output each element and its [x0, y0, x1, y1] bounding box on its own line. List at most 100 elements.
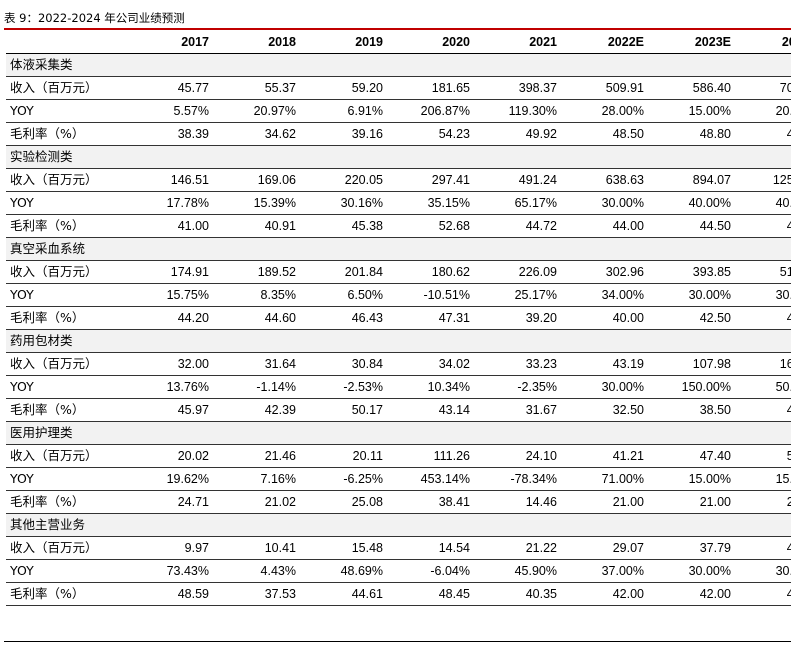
value-cell: 42.00 — [645, 582, 732, 606]
value-cell: 894.07 — [645, 168, 732, 192]
yoy-row: YOY 15.75% 8.35% 6.50% -10.51% 25.17% 34.00% 30… — [6, 283, 791, 307]
segment-header-row: 真空采血系统 — [6, 237, 791, 261]
gross-margin-row: 毛利率（%） 45.97 42.39 50.17 43.14 31.67 32.50 38.5… — [6, 398, 791, 422]
value-cell: 40.00% — [645, 191, 732, 215]
value-cell: 50.00% — [732, 375, 791, 399]
header-label-cell — [6, 31, 123, 54]
value-cell: 4.43% — [210, 559, 297, 583]
value-cell: 41.21 — [558, 444, 645, 468]
value-cell: 37.79 — [645, 536, 732, 560]
value-cell: 50.17 — [297, 398, 384, 422]
value-cell: 29.07 — [558, 536, 645, 560]
year-header: 2019 — [297, 31, 384, 54]
segment-header-row: 实验检测类 — [6, 145, 791, 169]
value-cell: 59.20 — [297, 76, 384, 100]
value-cell: 509.91 — [558, 76, 645, 100]
value-cell: 13.76% — [123, 375, 210, 399]
value-cell: 42.00 — [558, 582, 645, 606]
value-cell: 34.00% — [558, 283, 645, 307]
value-cell: 48.50 — [558, 122, 645, 146]
value-cell: 49.92 — [471, 122, 558, 146]
year-header: 2023E — [645, 31, 732, 54]
revenue-row: 收入（百万元） 174.91 189.52 201.84 180.62 226.09 302… — [6, 260, 791, 284]
value-cell: 40.00 — [732, 398, 791, 422]
value-cell: 201.84 — [297, 260, 384, 284]
value-cell: 48.80 — [645, 122, 732, 146]
revenue-row: 收入（百万元） 45.77 55.37 59.20 181.65 398.37 509.91… — [6, 76, 791, 100]
value-cell: 54.23 — [384, 122, 471, 146]
value-cell: -2.53% — [297, 375, 384, 399]
revenue-row: 收入（百万元） 146.51 169.06 220.05 297.41 491.24 638… — [6, 168, 791, 192]
value-cell: 52.68 — [384, 214, 471, 238]
row-label: 收入（百万元） — [6, 76, 123, 100]
value-cell: 297.41 — [384, 168, 471, 192]
value-cell: 44.60 — [210, 306, 297, 330]
table-body: 体液采集类 收入（百万元） 45.77 55.37 59.20 181.65 398.37 5… — [6, 53, 791, 606]
value-cell: 46.43 — [297, 306, 384, 330]
value-cell: 31.67 — [471, 398, 558, 422]
value-cell: 32.50 — [558, 398, 645, 422]
row-label: YOY — [6, 559, 123, 583]
value-cell: 45.97 — [123, 398, 210, 422]
yoy-row: YOY 13.76% -1.14% -2.53% 10.34% -2.35% 30.00% 1… — [6, 375, 791, 399]
value-cell: 150.00% — [645, 375, 732, 399]
value-cell: 30.16% — [297, 191, 384, 215]
gross-margin-row: 毛利率（%） 48.59 37.53 44.61 48.45 40.35 42.00 42.0… — [6, 582, 791, 606]
segment-name: 医用护理类 — [6, 421, 791, 445]
value-cell: 45.90% — [471, 559, 558, 583]
value-cell: 48.59 — [123, 582, 210, 606]
value-cell: 47.40 — [645, 444, 732, 468]
value-cell: 21.00 — [558, 490, 645, 514]
value-cell: 398.37 — [471, 76, 558, 100]
row-label: YOY — [6, 283, 123, 307]
value-cell: 1251.69 — [732, 168, 791, 192]
value-cell: 220.05 — [297, 168, 384, 192]
gross-margin-row: 毛利率（%） 41.00 40.91 45.38 52.68 44.72 44.00 44.5… — [6, 214, 791, 238]
value-cell: 20.97% — [210, 99, 297, 123]
row-label: 毛利率（%） — [6, 214, 123, 238]
value-cell: 33.23 — [471, 352, 558, 376]
value-cell: 512.01 — [732, 260, 791, 284]
value-cell: 49.12 — [732, 536, 791, 560]
value-cell: 40.35 — [471, 582, 558, 606]
value-cell: 21.22 — [471, 536, 558, 560]
value-cell: 15.75% — [123, 283, 210, 307]
value-cell: 161.97 — [732, 352, 791, 376]
value-cell: 15.00% — [645, 99, 732, 123]
yoy-row: YOY 17.78% 15.39% 30.16% 35.15% 65.17% 30.00% 4… — [6, 191, 791, 215]
value-cell: 44.50 — [645, 214, 732, 238]
value-cell: 45.77 — [123, 76, 210, 100]
value-cell: 14.54 — [384, 536, 471, 560]
row-label: 毛利率（%） — [6, 490, 123, 514]
segment-name: 药用包材类 — [6, 329, 791, 353]
year-header: 2020 — [384, 31, 471, 54]
segment-header-row: 医用护理类 — [6, 421, 791, 445]
row-label: 收入（百万元） — [6, 168, 123, 192]
value-cell: 42.50 — [732, 582, 791, 606]
row-label: YOY — [6, 191, 123, 215]
value-cell: 20.00% — [732, 99, 791, 123]
value-cell: 30.00% — [645, 283, 732, 307]
value-cell: 24.10 — [471, 444, 558, 468]
value-cell: 42.50 — [645, 306, 732, 330]
bottom-rule — [4, 641, 791, 642]
value-cell: 20.02 — [123, 444, 210, 468]
value-cell: 21.46 — [210, 444, 297, 468]
year-header: 2021 — [471, 31, 558, 54]
value-cell: 19.62% — [123, 467, 210, 491]
value-cell: 71.00% — [558, 467, 645, 491]
value-cell: 73.43% — [123, 559, 210, 583]
segment-header-row: 体液采集类 — [6, 53, 791, 77]
revenue-row: 收入（百万元） 32.00 31.64 30.84 34.02 33.23 43.19 107… — [6, 352, 791, 376]
row-label: YOY — [6, 467, 123, 491]
gross-margin-row: 毛利率（%） 38.39 34.62 39.16 54.23 49.92 48.50 48.8… — [6, 122, 791, 146]
row-label: 毛利率（%） — [6, 398, 123, 422]
segment-name: 真空采血系统 — [6, 237, 791, 261]
value-cell: 55.37 — [210, 76, 297, 100]
yoy-row: YOY 73.43% 4.43% 48.69% -6.04% 45.90% 37.00% 30… — [6, 559, 791, 583]
value-cell: 25.08 — [297, 490, 384, 514]
value-cell: 44.20 — [123, 306, 210, 330]
value-cell: 393.85 — [645, 260, 732, 284]
value-cell: 111.26 — [384, 444, 471, 468]
value-cell: -6.25% — [297, 467, 384, 491]
